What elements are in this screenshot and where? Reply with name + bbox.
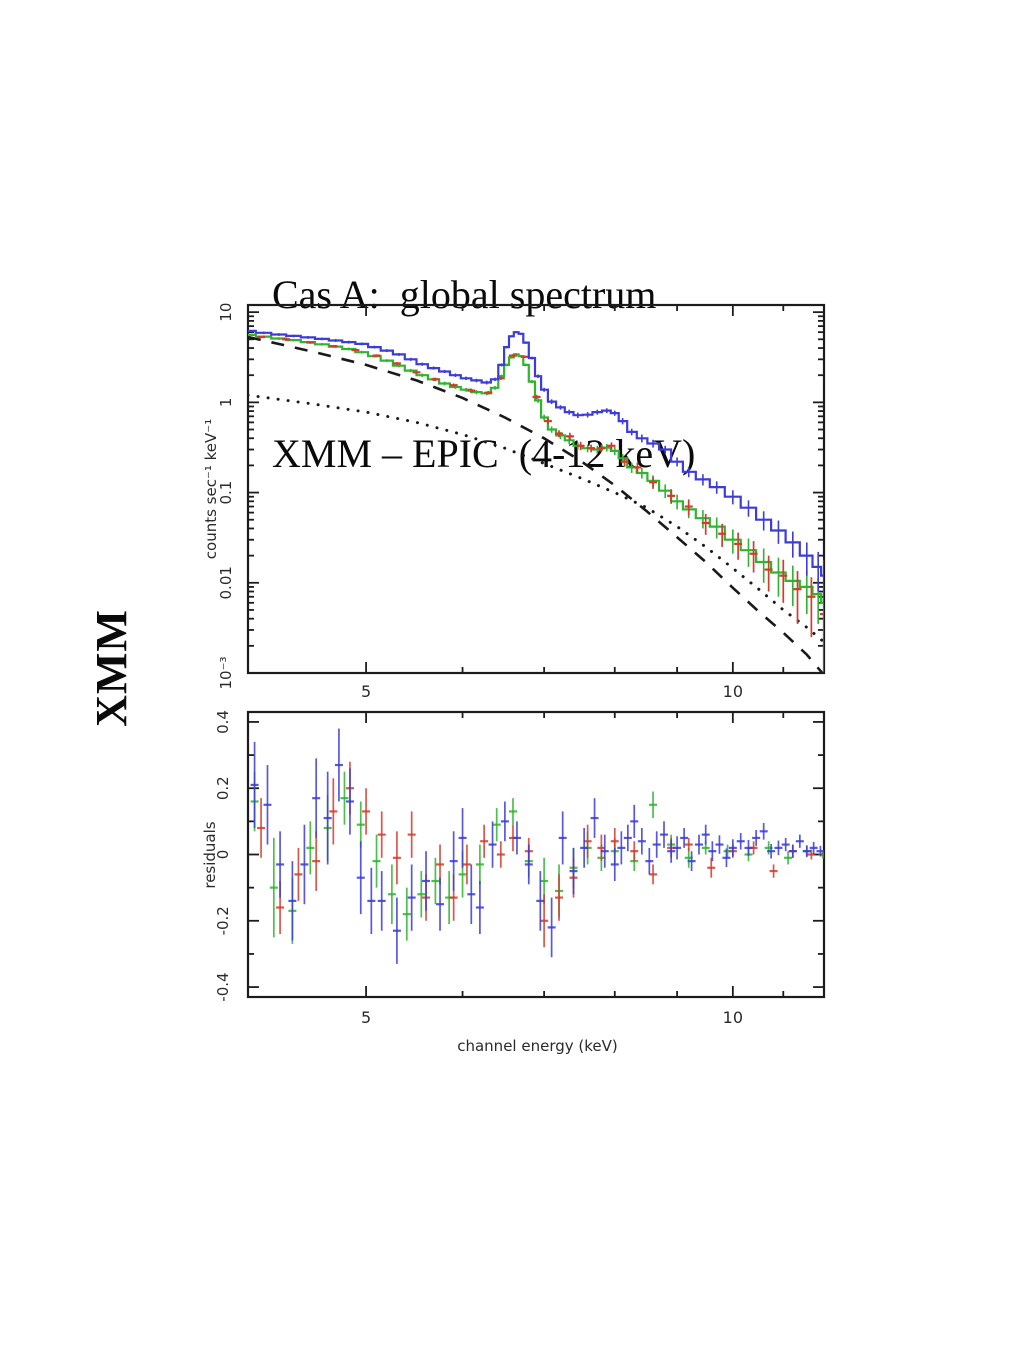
slide-title: Cas A: global spectrum XMM – EPIC (4-12 … <box>272 162 695 533</box>
spectrum-panel: 5 10 10 1 0.1 0.01 10⁻³ <box>217 303 826 701</box>
y-tick-label: 0.1 <box>217 481 235 505</box>
series-epic-mos1-data-model <box>248 333 824 638</box>
slide-title-line2: XMM – EPIC (4-12 keV) <box>272 431 696 476</box>
series-epic-pn-data-model <box>248 329 824 603</box>
series-epic-mos2-data <box>257 335 824 673</box>
y-tick-label: 10 <box>217 303 235 322</box>
series-model-component-dotted <box>248 393 824 644</box>
series-residuals-mos2 <box>257 761 824 948</box>
y-tick-label: -0.4 <box>214 972 232 1001</box>
y-tick-label: 1 <box>217 398 235 408</box>
residuals-panel: 5 10 0.4 0.2 0 -0.2 -0.4 <box>214 710 826 1027</box>
x-tick-label: 10 <box>723 1008 743 1027</box>
series-residuals-pn <box>250 728 824 964</box>
series-model-component-dashed <box>248 335 824 673</box>
spectrum-y-axis-label: counts sec⁻¹ keV⁻¹ <box>202 418 220 560</box>
y-tick-label: 0.4 <box>214 710 232 734</box>
slide-title-line1: Cas A: global spectrum <box>272 272 657 317</box>
series-residuals-mos1 <box>250 771 824 944</box>
x-tick-label: 5 <box>361 1008 371 1027</box>
y-tick-label: 10⁻³ <box>217 656 235 689</box>
y-tick-label: 0 <box>214 850 232 860</box>
x-axis-label: channel energy (keV) <box>457 1037 618 1055</box>
x-tick-label: 10 <box>723 682 743 701</box>
residuals-y-axis-label: residuals <box>201 821 219 889</box>
spectrum-panel-frame <box>246 303 826 675</box>
x-tick-label: 5 <box>361 682 371 701</box>
y-tick-label: 0.01 <box>217 566 235 599</box>
residuals-panel-frame <box>246 710 826 999</box>
y-tick-label: 0.2 <box>214 776 232 800</box>
y-tick-label: -0.2 <box>214 906 232 935</box>
